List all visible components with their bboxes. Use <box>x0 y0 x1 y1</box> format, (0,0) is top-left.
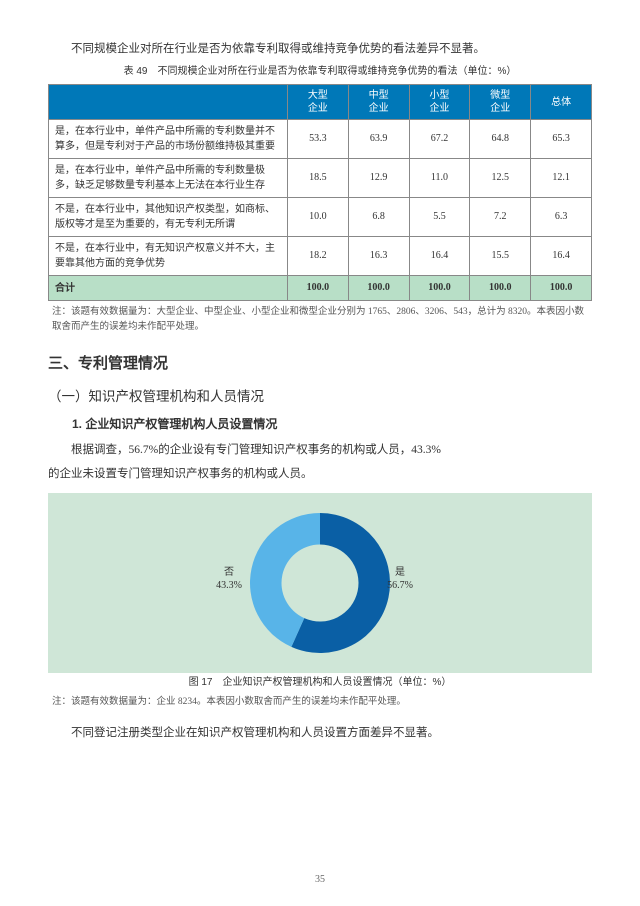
row-label: 不是，在本行业中，其他知识产权类型，如商标、版权等才是至为重要的，有无专利无所谓 <box>49 198 288 237</box>
cell: 64.8 <box>470 120 531 159</box>
cell: 65.3 <box>531 120 592 159</box>
cell: 18.5 <box>287 159 348 198</box>
chart-note: 注：该题有效数据量为：企业 8234。本表因小数取舍而产生的误差均未作配平处理。 <box>48 695 592 709</box>
chart-label-yes: 是56.7% <box>370 566 430 592</box>
table-row: 不是，在本行业中，其他知识产权类型，如商标、版权等才是至为重要的，有无专利无所谓… <box>49 198 592 237</box>
chart-label-no: 否43.3% <box>199 566 259 592</box>
cell: 6.3 <box>531 198 592 237</box>
table-header-col3: 小型企业 <box>409 85 470 120</box>
cell: 16.4 <box>531 237 592 276</box>
cell: 10.0 <box>287 198 348 237</box>
cell: 100.0 <box>531 276 592 301</box>
chart-caption: 图 17 企业知识产权管理机构和人员设置情况（单位：%） <box>48 675 592 691</box>
table-row: 不是，在本行业中，有无知识产权意义并不大，主要靠其他方面的竞争优势 18.2 1… <box>49 237 592 276</box>
page-number: 35 <box>0 872 640 888</box>
heading-1: 三、专利管理情况 <box>48 352 592 376</box>
cell: 16.4 <box>409 237 470 276</box>
row-label: 不是，在本行业中，有无知识产权意义并不大，主要靠其他方面的竞争优势 <box>49 237 288 276</box>
table-header-empty <box>49 85 288 120</box>
table-row: 是，在本行业中，单件产品中所需的专利数量极多，缺乏足够数量专利基本上无法在本行业… <box>49 159 592 198</box>
donut-chart: 是56.7% 否43.3% <box>48 493 592 673</box>
table-caption: 表 49 不同规模企业对所在行业是否为依靠专利取得或维持竞争优势的看法（单位：%… <box>48 64 592 80</box>
heading-2: （一）知识产权管理机构和人员情况 <box>48 386 592 408</box>
cell: 100.0 <box>409 276 470 301</box>
intro-paragraph: 不同规模企业对所在行业是否为依靠专利取得或维持竞争优势的看法差异不显著。 <box>48 40 592 58</box>
cell: 100.0 <box>287 276 348 301</box>
table-header-col5: 总体 <box>531 85 592 120</box>
cell: 16.3 <box>348 237 409 276</box>
row-label: 是，在本行业中，单件产品中所需的专利数量极多，缺乏足够数量专利基本上无法在本行业… <box>49 159 288 198</box>
cell: 12.1 <box>531 159 592 198</box>
cell: 12.9 <box>348 159 409 198</box>
row-label: 是，在本行业中，单件产品中所需的专利数量并不算多，但是专利对于产品的市场份额维持… <box>49 120 288 159</box>
table-header-col4: 微型企业 <box>470 85 531 120</box>
cell: 5.5 <box>409 198 470 237</box>
cell: 15.5 <box>470 237 531 276</box>
table-total-row: 合计 100.0 100.0 100.0 100.0 100.0 <box>49 276 592 301</box>
heading-3: 1. 企业知识产权管理机构人员设置情况 <box>48 415 592 434</box>
table-row: 是，在本行业中，单件产品中所需的专利数量并不算多，但是专利对于产品的市场份额维持… <box>49 120 592 159</box>
cell: 53.3 <box>287 120 348 159</box>
cell: 18.2 <box>287 237 348 276</box>
cell: 12.5 <box>470 159 531 198</box>
cell: 11.0 <box>409 159 470 198</box>
data-table: 大型企业 中型企业 小型企业 微型企业 总体 是，在本行业中，单件产品中所需的专… <box>48 84 592 301</box>
cell: 6.8 <box>348 198 409 237</box>
table-note: 注：该题有效数据量为：大型企业、中型企业、小型企业和微型企业分别为 1765、2… <box>48 305 592 334</box>
cell: 7.2 <box>470 198 531 237</box>
table-header-col2: 中型企业 <box>348 85 409 120</box>
closing-paragraph: 不同登记注册类型企业在知识产权管理机构和人员设置方面差异不显著。 <box>48 724 592 742</box>
cell: 67.2 <box>409 120 470 159</box>
body-paragraph-line2: 的企业未设置专门管理知识产权事务的机构或人员。 <box>48 465 592 483</box>
body-paragraph-line1: 根据调查，56.7%的企业设有专门管理知识产权事务的机构或人员，43.3% <box>48 441 592 459</box>
table-header-col1: 大型企业 <box>287 85 348 120</box>
cell: 63.9 <box>348 120 409 159</box>
cell: 100.0 <box>348 276 409 301</box>
cell: 100.0 <box>470 276 531 301</box>
total-label: 合计 <box>49 276 288 301</box>
